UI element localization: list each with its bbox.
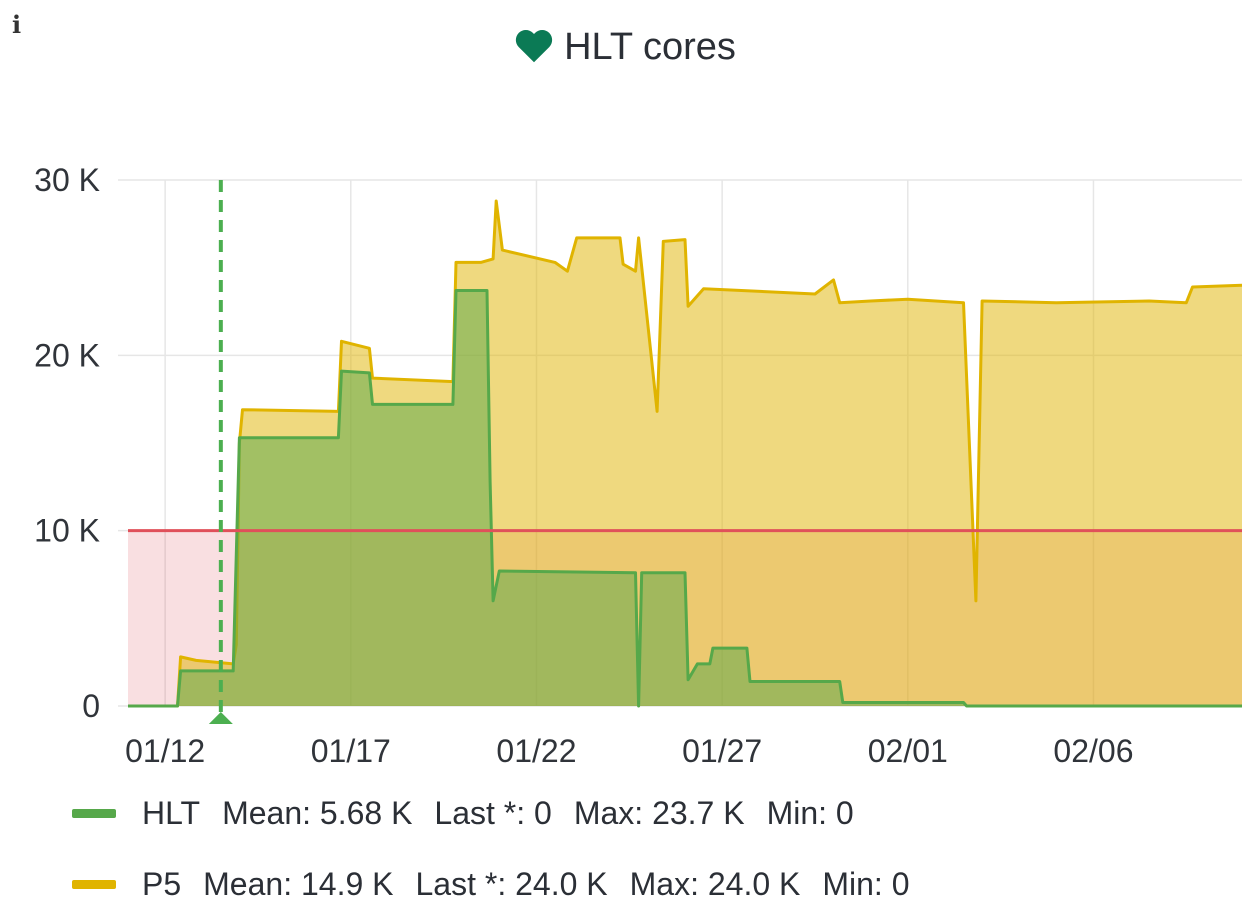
legend-min-hlt: Min: 0 — [766, 795, 854, 831]
legend-mean-p5: Mean: 14.9 K — [203, 866, 394, 902]
y-tick-label: 10 K — [34, 513, 100, 549]
x-tick-label: 02/06 — [1053, 733, 1133, 769]
legend-last-hlt: Last *: 0 — [434, 795, 552, 831]
annotation-marker — [208, 712, 233, 724]
info-icon[interactable]: i — [12, 10, 22, 39]
series-line-hlt — [128, 289, 1242, 708]
legend-label-p5: P5 — [142, 866, 182, 902]
x-tick-label: 01/12 — [125, 733, 205, 769]
series-area-hlt — [128, 290, 1242, 706]
chart-plot: 0 10 K 20 K 30 K 01/12 01/17 01/22 01/27 02/01 02… — [34, 162, 1243, 769]
panel-title: HLT cores — [0, 22, 1250, 72]
heart-icon — [515, 29, 553, 63]
y-tick-label: 0 — [82, 688, 100, 724]
legend-label-hlt: HLT — [142, 795, 201, 831]
y-tick-label: 20 K — [34, 337, 100, 373]
y-tick-label: 30 K — [34, 162, 100, 198]
legend-min-p5: Min: 0 — [822, 866, 910, 902]
x-tick-label: 01/27 — [682, 733, 762, 769]
legend-item-hlt[interactable]: HLT Mean: 5.68 K Last *: 0 Max: 23.7 K Min: … — [72, 793, 854, 833]
x-tick-label: 01/17 — [311, 733, 391, 769]
x-tick-label: 02/01 — [868, 733, 948, 769]
x-tick-label: 01/22 — [496, 733, 576, 769]
legend-item-p5[interactable]: P5 Mean: 14.9 K Last *: 24.0 K Max: 24.0 K M… — [72, 864, 910, 904]
legend-swatch-hlt — [72, 809, 116, 819]
panel-title-text: HLT cores — [564, 26, 736, 68]
series-line-p5 — [128, 199, 1243, 708]
legend-max-p5: Max: 24.0 K — [629, 866, 801, 902]
legend-mean-hlt: Mean: 5.68 K — [222, 795, 413, 831]
legend-last-p5: Last *: 24.0 K — [415, 866, 608, 902]
legend-max-hlt: Max: 23.7 K — [573, 795, 745, 831]
legend-swatch-p5 — [72, 880, 116, 890]
